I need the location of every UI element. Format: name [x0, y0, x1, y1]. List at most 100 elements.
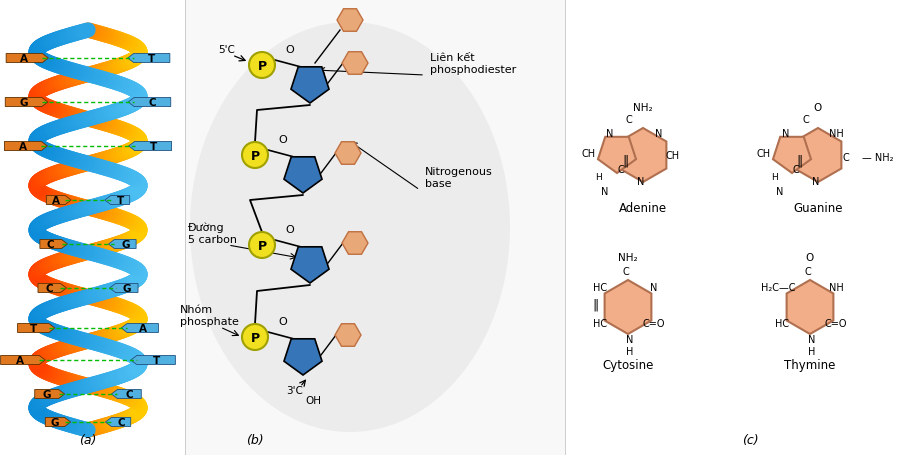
FancyArrow shape — [5, 98, 48, 107]
FancyArrow shape — [47, 196, 71, 205]
Text: Liên kết
phosphodiester: Liên kết phosphodiester — [430, 53, 517, 75]
Text: C: C — [47, 239, 55, 249]
Text: H: H — [627, 346, 634, 356]
Text: 3'C: 3'C — [287, 385, 303, 395]
Polygon shape — [335, 142, 361, 165]
Text: O: O — [286, 224, 294, 234]
Text: N: N — [606, 129, 614, 139]
Polygon shape — [794, 129, 842, 182]
FancyArrow shape — [121, 324, 158, 333]
Text: N: N — [808, 334, 815, 344]
Polygon shape — [342, 53, 368, 75]
Text: G: G — [19, 98, 27, 108]
Text: NH: NH — [829, 129, 844, 139]
Text: N: N — [601, 187, 609, 197]
Text: Guanine: Guanine — [793, 201, 843, 214]
Text: G: G — [42, 389, 51, 399]
Circle shape — [242, 324, 268, 350]
Text: NH₂: NH₂ — [618, 253, 638, 263]
Text: P: P — [257, 239, 267, 252]
Polygon shape — [773, 137, 811, 174]
Text: Thymine: Thymine — [784, 359, 835, 372]
FancyArrow shape — [108, 240, 136, 249]
Polygon shape — [284, 157, 322, 193]
Text: (b): (b) — [246, 434, 264, 446]
Text: Đường
5 carbon: Đường 5 carbon — [188, 222, 237, 244]
Text: Adenine: Adenine — [619, 201, 667, 214]
Ellipse shape — [190, 23, 510, 432]
Text: H: H — [770, 173, 778, 182]
Polygon shape — [342, 232, 368, 255]
Text: Cytosine: Cytosine — [603, 359, 654, 372]
Text: NH₂: NH₂ — [633, 103, 653, 113]
Bar — [185, 0, 565, 455]
Text: A: A — [19, 142, 27, 152]
Text: CH: CH — [757, 149, 771, 159]
Text: CH: CH — [666, 151, 680, 161]
Text: N: N — [627, 334, 634, 344]
Text: T: T — [29, 324, 37, 333]
Text: — NH₂: — NH₂ — [862, 153, 893, 162]
Text: C: C — [46, 283, 53, 293]
Text: G: G — [121, 239, 129, 249]
Text: N: N — [777, 187, 784, 197]
Polygon shape — [291, 247, 329, 283]
Text: Nitrogenous
base: Nitrogenous base — [425, 167, 493, 188]
Circle shape — [249, 53, 275, 79]
Polygon shape — [337, 10, 363, 32]
FancyArrow shape — [104, 196, 130, 205]
Text: ‖: ‖ — [797, 154, 803, 167]
Text: N: N — [812, 177, 820, 187]
Text: C: C — [148, 98, 157, 108]
Text: C: C — [125, 389, 133, 399]
Text: G: G — [123, 283, 131, 293]
Text: C: C — [792, 165, 800, 175]
Text: A: A — [52, 196, 60, 206]
Text: C=O: C=O — [824, 318, 847, 328]
Text: C=O: C=O — [643, 318, 665, 328]
FancyArrow shape — [35, 389, 65, 399]
FancyArrow shape — [112, 389, 141, 399]
Text: 5'C: 5'C — [219, 45, 235, 55]
Text: (c): (c) — [742, 434, 758, 446]
Text: H₂C—C: H₂C—C — [761, 283, 795, 293]
Text: (a): (a) — [80, 434, 97, 446]
FancyArrow shape — [127, 55, 169, 63]
FancyArrow shape — [6, 55, 49, 63]
Text: ‖: ‖ — [622, 154, 628, 167]
FancyArrow shape — [5, 142, 48, 151]
Text: ‖: ‖ — [593, 298, 599, 311]
Text: N: N — [655, 129, 662, 139]
Text: C: C — [623, 267, 629, 276]
Circle shape — [242, 143, 268, 169]
Text: O: O — [286, 45, 294, 55]
Text: O: O — [806, 253, 814, 263]
Text: C: C — [626, 115, 632, 125]
Text: A: A — [139, 324, 147, 333]
FancyArrow shape — [1, 356, 45, 365]
FancyArrow shape — [40, 240, 68, 249]
Polygon shape — [605, 280, 651, 334]
FancyArrow shape — [17, 324, 55, 333]
Circle shape — [249, 233, 275, 258]
Text: P: P — [257, 59, 267, 72]
Text: HC: HC — [775, 318, 789, 328]
Text: P: P — [250, 331, 259, 344]
Text: Nhóm
phosphate: Nhóm phosphate — [180, 304, 239, 326]
Text: O: O — [278, 316, 288, 326]
Text: A: A — [16, 355, 24, 365]
Text: T: T — [148, 54, 156, 64]
Text: O: O — [278, 135, 288, 145]
Text: T: T — [149, 142, 157, 152]
FancyArrow shape — [105, 418, 131, 427]
Polygon shape — [598, 137, 636, 174]
Polygon shape — [787, 280, 834, 334]
Text: N: N — [650, 283, 658, 293]
Text: H: H — [808, 346, 815, 356]
Text: A: A — [20, 54, 28, 64]
FancyArrow shape — [128, 142, 171, 151]
FancyArrow shape — [131, 356, 175, 365]
Text: HC: HC — [593, 283, 607, 293]
Text: OH: OH — [305, 395, 321, 405]
Polygon shape — [284, 339, 322, 375]
